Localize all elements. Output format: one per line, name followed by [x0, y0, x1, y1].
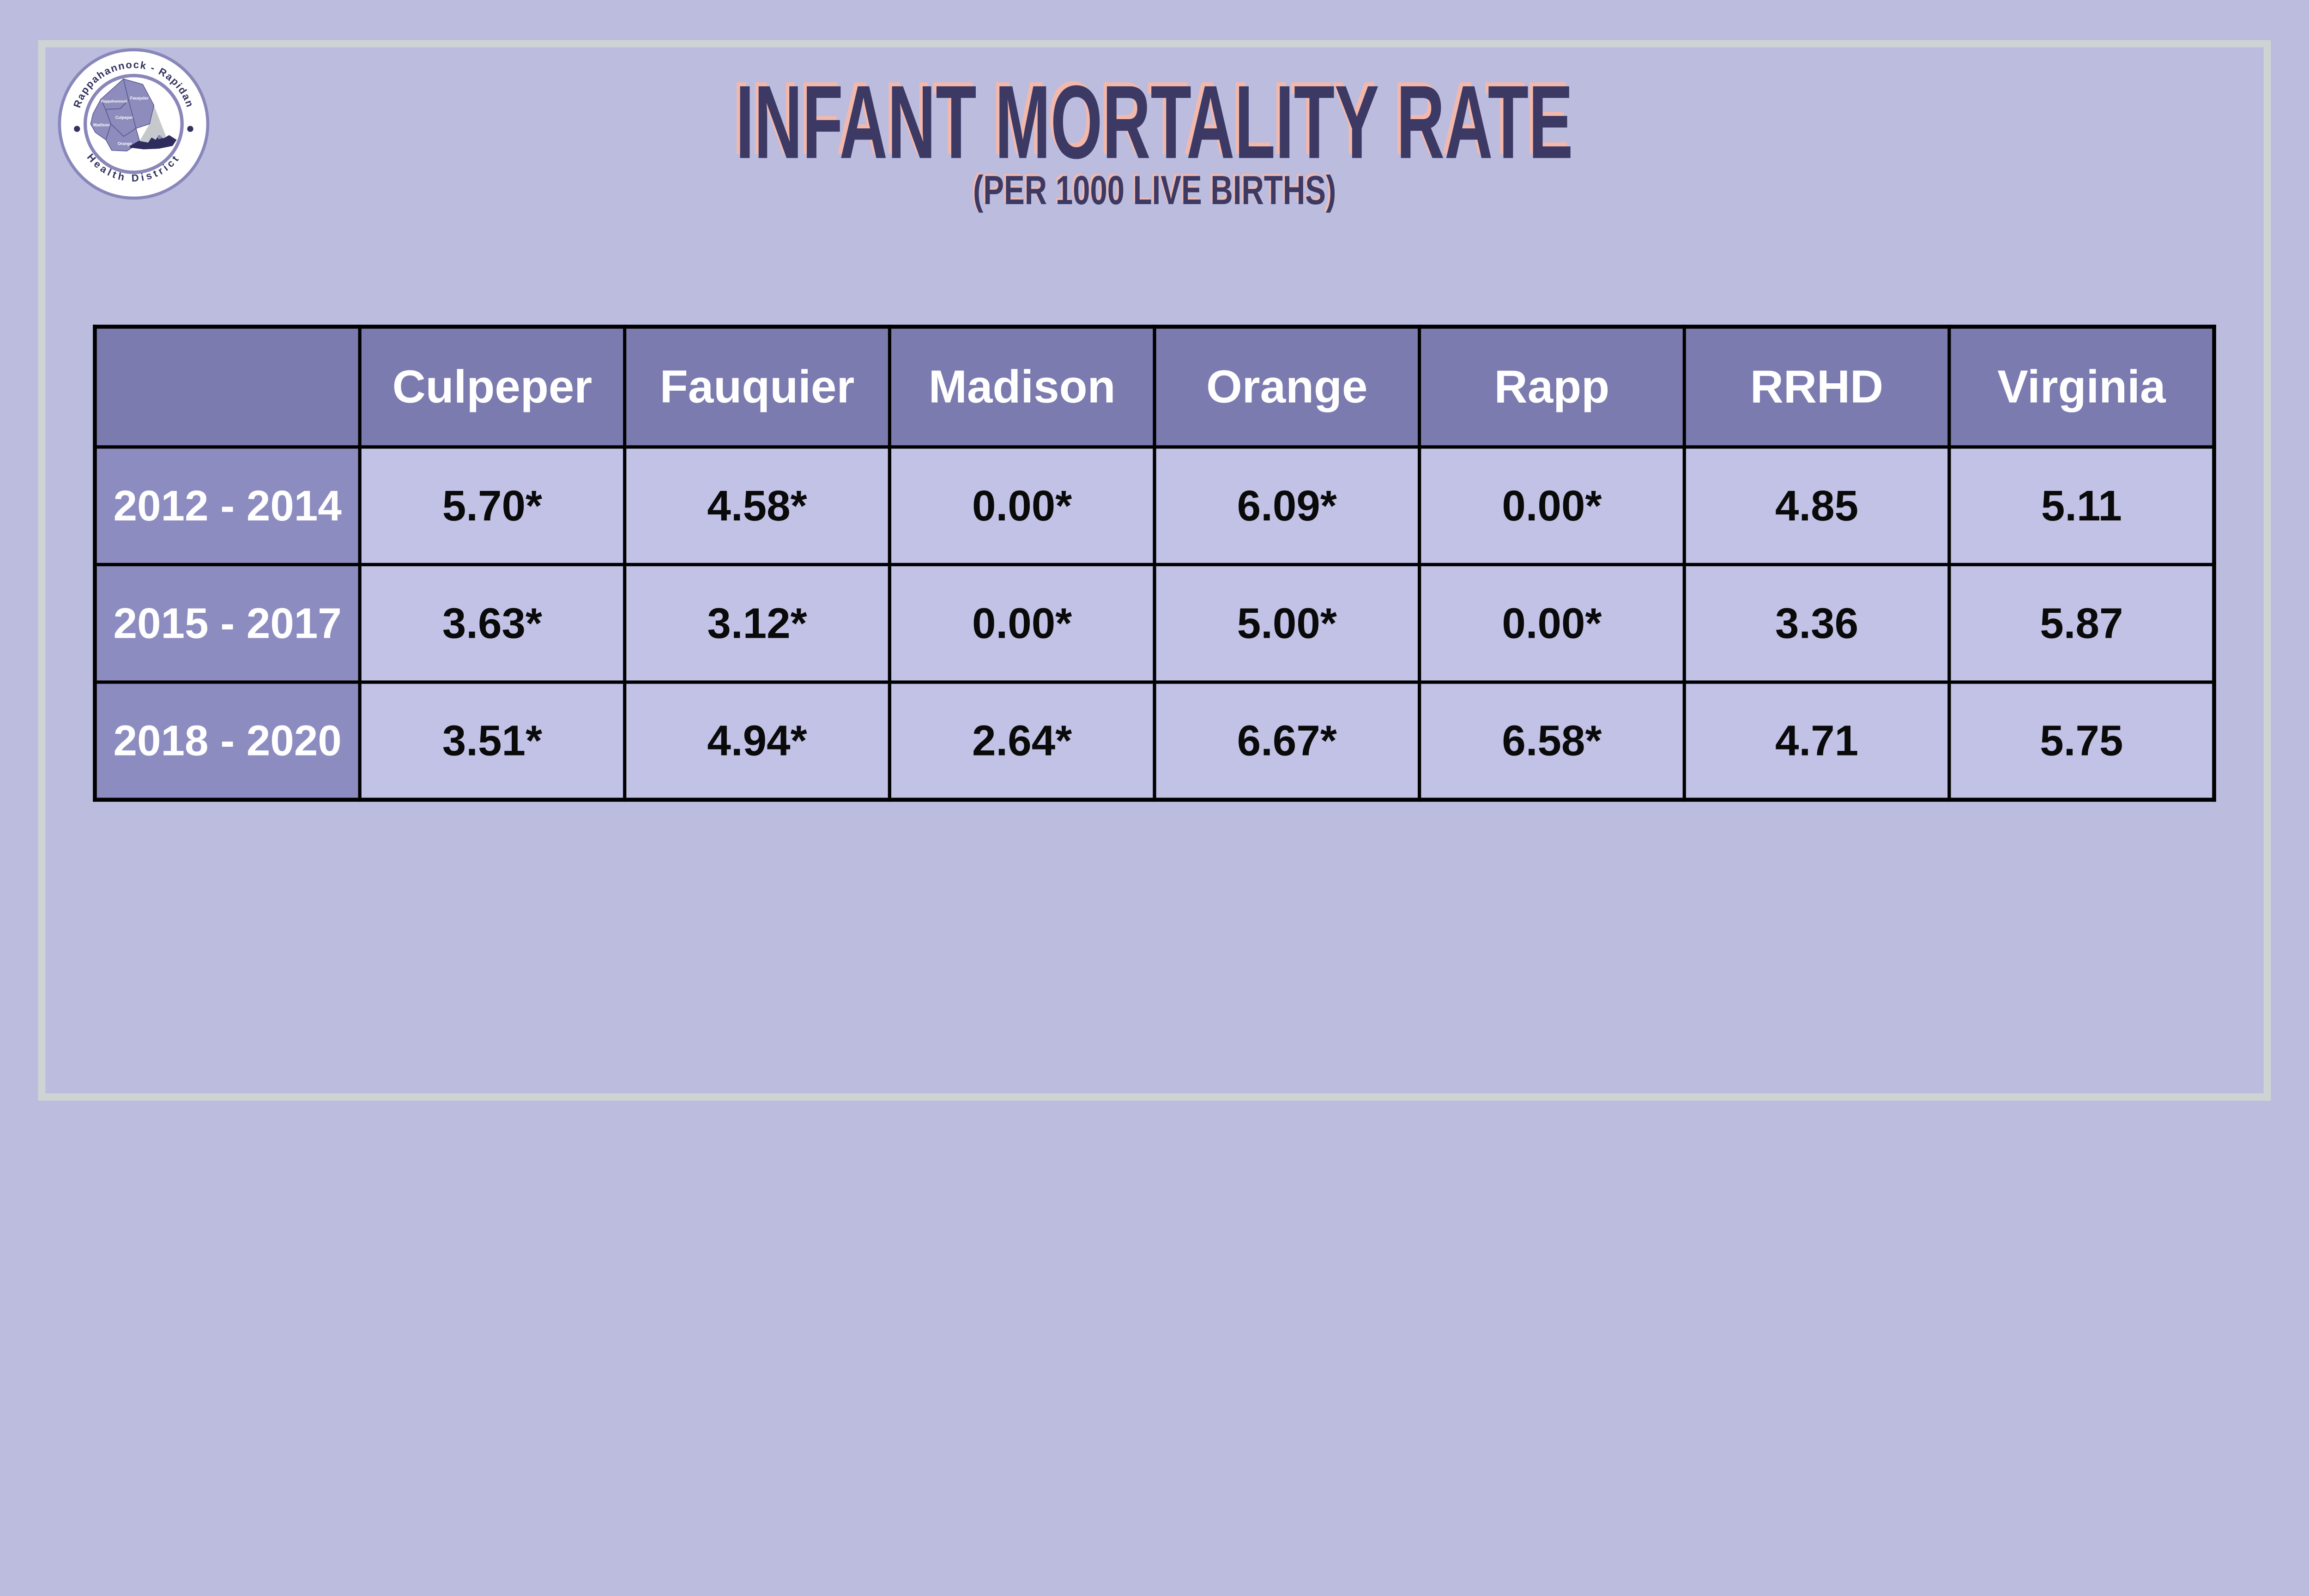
value-cell: 0.00* — [1418, 562, 1686, 684]
county-label: Culpeper — [115, 115, 133, 120]
county-label: Orange — [118, 141, 132, 146]
row-label: 2012 - 2014 — [93, 445, 362, 567]
county-label: Fauquier — [130, 96, 149, 101]
mortality-table: Culpeper Fauquier Madison Orange Rapp RRHD Vir… — [93, 325, 2216, 802]
page-header: INFANT MORTALITY RATE — [0, 70, 2309, 175]
card-frame — [38, 40, 2271, 1101]
value-cell: 3.12* — [623, 562, 891, 684]
column-header: Culpeper — [358, 325, 627, 449]
value-cell: 5.70* — [358, 445, 627, 567]
table-body: 2012 - 2014 5.70* 4.58* 0.00* 6.09* 0.00* 4.85… — [93, 445, 2216, 802]
value-cell: 3.51* — [358, 680, 627, 802]
infographic-canvas: Rappahannock - Rapidan Health District R… — [0, 40, 2309, 1101]
value-cell: 0.00* — [1418, 445, 1686, 567]
value-cell: 5.87 — [1947, 562, 2216, 684]
column-header: Fauquier — [623, 325, 891, 449]
value-cell: 0.00* — [888, 445, 1156, 567]
table-row: 2015 - 2017 3.63* 3.12* 0.00* 5.00* 0.00* 3.36… — [93, 562, 2216, 684]
value-cell: 4.85 — [1682, 445, 1951, 567]
county-orange-shape — [105, 123, 141, 151]
row-label: 2018 - 2020 — [93, 680, 362, 802]
value-cell: 5.00* — [1153, 562, 1421, 684]
table-row: 2012 - 2014 5.70* 4.58* 0.00* 6.09* 0.00* 4.85… — [93, 445, 2216, 567]
value-cell: 3.36 — [1682, 562, 1951, 684]
row-label: 2015 - 2017 — [93, 562, 362, 684]
column-header: RRHD — [1682, 325, 1951, 449]
value-cell: 5.75 — [1947, 680, 2216, 802]
page-subtitle: (PER 1000 LIVE BIRTHS) — [973, 167, 1336, 213]
column-header: Orange — [1153, 325, 1421, 449]
page-title: INFANT MORTALITY RATE — [736, 64, 1573, 181]
value-cell: 0.00* — [888, 562, 1156, 684]
county-labels: Rappahannock Fauquier Culpeper Madison O… — [93, 96, 149, 146]
value-cell: 4.71 — [1682, 680, 1951, 802]
district-county-map — [90, 78, 155, 151]
table-head-row: Culpeper Fauquier Madison Orange Rapp RRHD Vir… — [93, 325, 2216, 449]
value-cell: 6.09* — [1153, 445, 1421, 567]
logo-seal: Rappahannock - Rapidan Health District R… — [58, 48, 210, 200]
page-subheader: (PER 1000 LIVE BIRTHS) — [0, 169, 2309, 210]
virginia-silhouette — [130, 135, 177, 150]
logo-left-dot-icon — [74, 126, 80, 132]
county-label: Rappahannock — [101, 99, 128, 103]
value-cell: 6.58* — [1418, 680, 1686, 802]
logo-right-dot-icon — [187, 126, 193, 132]
county-label: Madison — [93, 123, 110, 127]
value-cell: 4.94* — [623, 680, 891, 802]
value-cell: 6.67* — [1153, 680, 1421, 802]
column-header: Rapp — [1418, 325, 1686, 449]
column-header: Madison — [888, 325, 1156, 449]
value-cell: 5.11 — [1947, 445, 2216, 567]
table-row: 2018 - 2020 3.51* 4.94* 2.64* 6.67* 6.58* 4.71… — [93, 680, 2216, 802]
column-header: Virginia — [1947, 325, 2216, 449]
health-district-logo: Rappahannock - Rapidan Health District R… — [57, 48, 210, 200]
value-cell: 4.58* — [623, 445, 891, 567]
table-head: Culpeper Fauquier Madison Orange Rapp RRHD Vir… — [93, 325, 2216, 449]
corner-cell — [93, 325, 362, 449]
value-cell: 2.64* — [888, 680, 1156, 802]
district-location-marker — [157, 135, 162, 139]
value-cell: 3.63* — [358, 562, 627, 684]
